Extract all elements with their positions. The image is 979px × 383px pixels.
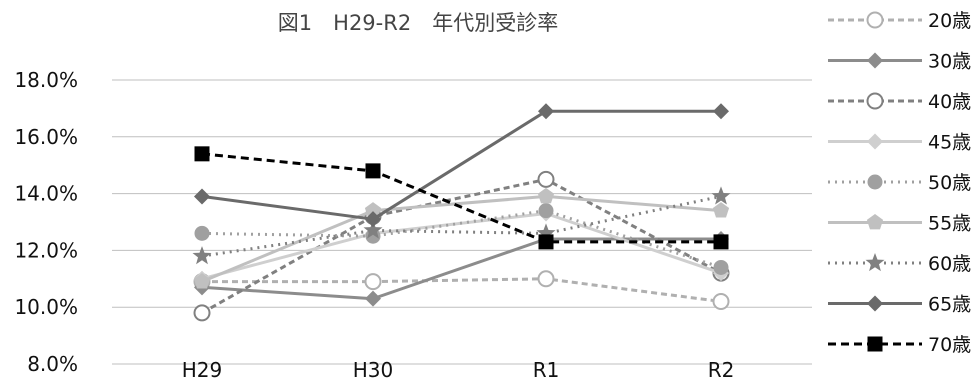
legend-swatch-marker [867, 295, 883, 312]
y-axis-ticks: 8.0% 10.0% 12.0% 14.0% 16.0% 18.0% [14, 68, 78, 376]
legend-label: 20歳 [928, 10, 971, 32]
legend-label: 50歳 [928, 172, 971, 194]
data-point [194, 225, 210, 241]
chart-title: 図1 H29-R2 年代別受診率 [278, 11, 558, 35]
x-tick-label: H29 [182, 358, 223, 382]
data-point [365, 290, 381, 307]
legend-label: 40歳 [928, 91, 971, 113]
y-tick-label: 8.0% [27, 352, 78, 376]
y-tick-label: 12.0% [14, 238, 78, 262]
data-point [537, 270, 555, 288]
legend-item: 45歳 [828, 132, 971, 154]
legend-swatch-marker [867, 174, 883, 190]
legend-item: 60歳 [828, 253, 971, 275]
data-point [194, 188, 210, 205]
data-point [193, 304, 211, 322]
legend-item: 55歳 [828, 213, 971, 235]
legend-item: 30歳 [828, 51, 971, 73]
gridlines [112, 79, 812, 365]
series-line [201, 194, 722, 283]
series-line [201, 109, 721, 221]
legend-item: 50歳 [828, 172, 971, 194]
data-point [365, 211, 381, 228]
legend-item: 65歳 [828, 294, 971, 316]
data-point [712, 293, 730, 311]
legend-item: 40歳 [828, 91, 971, 113]
data-point [536, 223, 556, 242]
legend-item: 70歳 [828, 334, 971, 356]
series-lines [192, 103, 731, 322]
series-70歳 [194, 146, 729, 250]
data-point [538, 103, 554, 120]
data-point [538, 203, 554, 219]
data-point [537, 170, 555, 188]
x-tick-label: H30 [353, 358, 394, 382]
y-tick-label: 14.0% [14, 182, 78, 206]
legend-item: 20歳 [828, 10, 971, 32]
data-point [537, 187, 555, 204]
legend-swatch-marker [866, 11, 884, 29]
series-line [201, 177, 722, 315]
legend-label: 45歳 [928, 132, 971, 154]
data-point [538, 234, 554, 250]
legend-label: 65歳 [928, 294, 971, 316]
series-line [202, 277, 722, 303]
data-point [712, 202, 730, 218]
legend-swatch-marker [865, 253, 885, 272]
series-20歳 [193, 270, 730, 311]
data-point [711, 186, 731, 205]
legend-label: 70歳 [928, 334, 971, 356]
legend-label: 30歳 [928, 51, 971, 73]
x-axis-ticks: H29 H30 R1 R2 [182, 358, 735, 382]
series-40歳 [193, 170, 730, 322]
series-45歳 [194, 205, 729, 287]
y-tick-label: 16.0% [14, 125, 78, 149]
data-point [713, 234, 729, 250]
legend-swatch-marker [866, 214, 884, 230]
series-65歳 [194, 103, 729, 228]
data-point [364, 273, 382, 291]
legend: 20歳 30歳 40歳 45歳 50歳 55歳 60歳 65歳 70歳 [828, 10, 971, 356]
data-point [713, 259, 729, 275]
data-point [364, 202, 382, 218]
series-line [201, 237, 721, 301]
data-point [194, 146, 210, 162]
legend-label: 60歳 [928, 253, 971, 275]
legend-swatch-marker [866, 92, 884, 110]
series-60歳 [192, 186, 731, 265]
series-line [201, 209, 722, 269]
data-point [713, 103, 729, 120]
data-point [363, 220, 383, 239]
legend-swatch-marker [867, 336, 883, 352]
y-tick-label: 18.0% [14, 68, 78, 92]
legend-swatch-marker [867, 52, 883, 69]
data-point [192, 246, 212, 265]
series-line [201, 194, 722, 258]
data-point [193, 273, 211, 289]
x-tick-label: R2 [708, 358, 735, 382]
x-tick-label: R1 [533, 358, 560, 382]
series-55歳 [193, 187, 730, 289]
data-point [365, 163, 381, 179]
legend-swatch-marker [867, 133, 883, 150]
legend-label: 55歳 [928, 213, 971, 235]
y-tick-label: 10.0% [14, 295, 78, 319]
series-line [201, 152, 721, 244]
